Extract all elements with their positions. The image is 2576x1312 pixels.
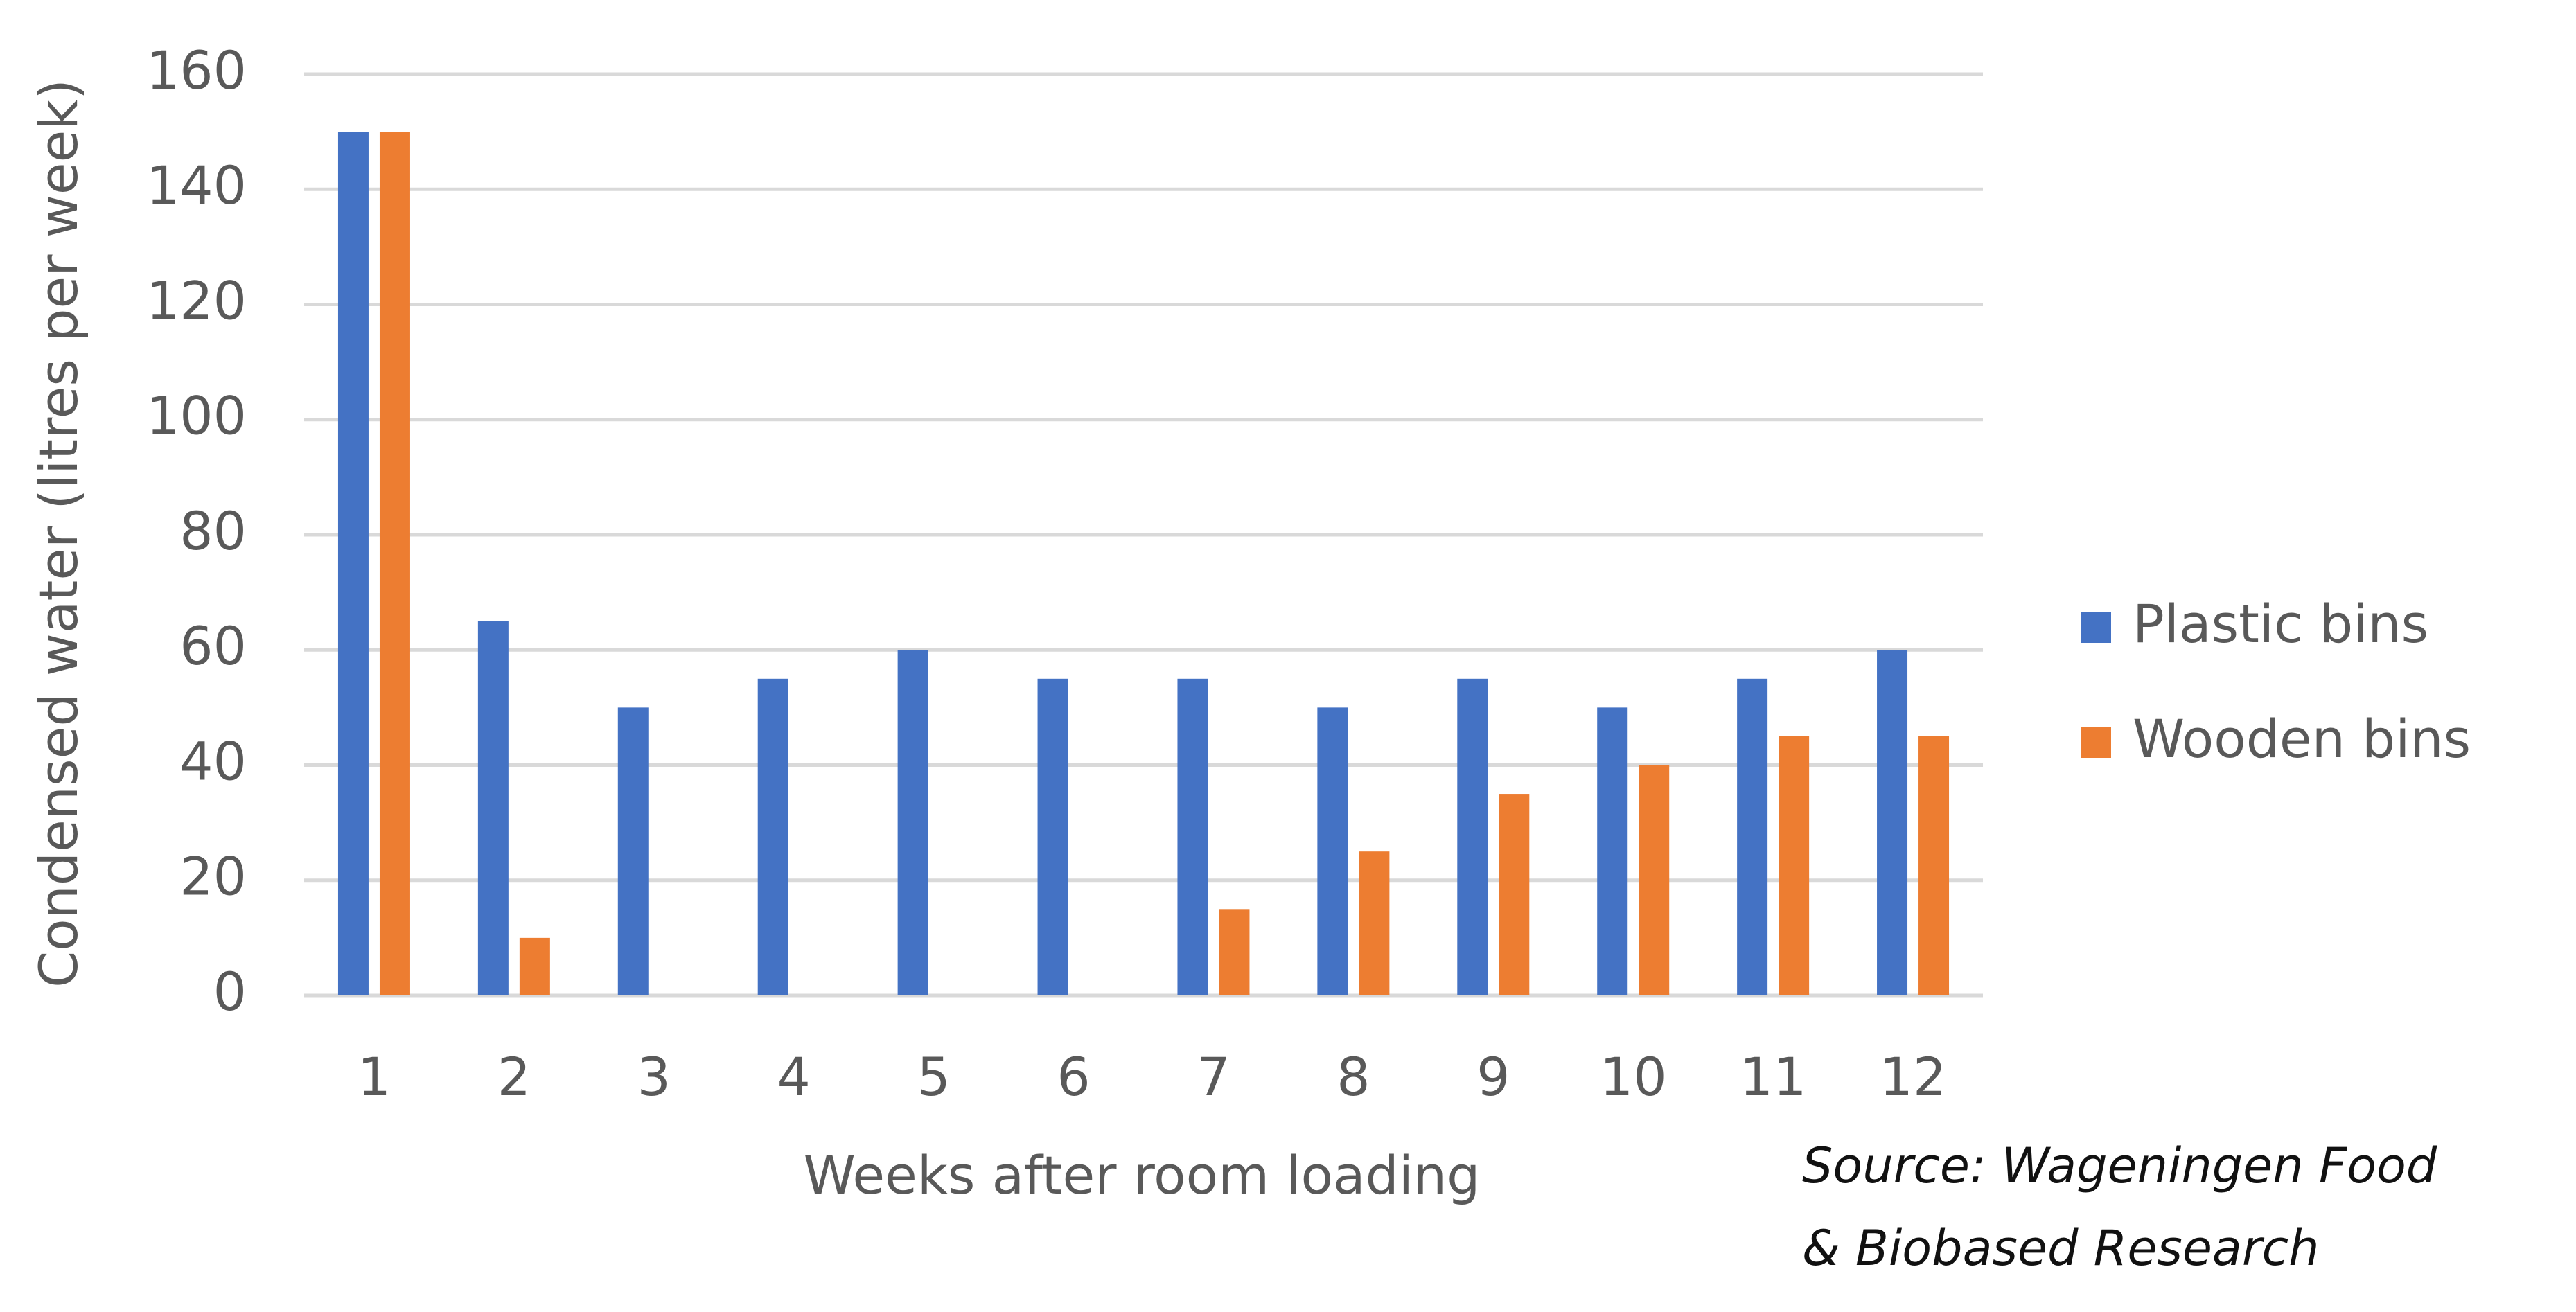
bar [1177, 678, 1208, 995]
y-tick-label: 60 [179, 615, 247, 677]
x-tick-label: 10 [1600, 1046, 1667, 1108]
bar [1779, 736, 1810, 995]
bar [1219, 909, 1250, 995]
bar [477, 621, 509, 995]
source: Source: Wageningen Food [1802, 1137, 2437, 1194]
bar [1037, 678, 1068, 995]
bar [1639, 765, 1670, 995]
x-tick-label: 9 [1476, 1046, 1510, 1108]
y-tick-label: 40 [179, 730, 247, 792]
x-axis-title: Weeks after room loading [804, 1144, 1481, 1206]
bar [1737, 678, 1768, 995]
x-tick-label: 4 [777, 1046, 811, 1108]
x-tick-label: 7 [1197, 1046, 1230, 1108]
bar [1597, 707, 1628, 995]
y-tick-label: 160 [146, 39, 247, 101]
x-tick-label: 12 [1880, 1046, 1947, 1108]
x-tick-label: 8 [1336, 1046, 1370, 1108]
legend-label: Wooden bins [2133, 708, 2471, 770]
bar [897, 650, 928, 995]
y-tick-label: 20 [179, 846, 247, 907]
bar [1457, 678, 1488, 995]
bar [617, 707, 649, 995]
y-tick-label: 0 [213, 961, 247, 1022]
y-tick-label: 140 [146, 154, 247, 216]
y-tick-label: 100 [146, 385, 247, 447]
bar [1317, 707, 1348, 995]
legend-swatch [2081, 612, 2111, 643]
source: & Biobased Research [1802, 1220, 2319, 1277]
bar [1918, 736, 1950, 995]
y-axis-title: Condensed water (litres per week) [28, 79, 89, 988]
bar [1499, 794, 1530, 995]
x-tick-label: 1 [358, 1046, 391, 1108]
x-tick-label: 6 [1057, 1046, 1090, 1108]
x-tick-label: 3 [637, 1046, 671, 1108]
bar [757, 678, 788, 995]
bar [337, 132, 369, 995]
bar [519, 937, 550, 995]
x-tick-label: 11 [1740, 1046, 1807, 1108]
x-tick-label: 2 [497, 1046, 531, 1108]
x-tick-label: 5 [917, 1046, 950, 1108]
y-tick-label: 120 [146, 269, 247, 331]
legend-swatch [2081, 727, 2111, 758]
bar [379, 132, 410, 995]
y-tick-label: 80 [179, 500, 247, 562]
legend-label: Plastic bins [2133, 593, 2428, 655]
bar [1877, 650, 1908, 995]
bar [1359, 851, 1390, 995]
